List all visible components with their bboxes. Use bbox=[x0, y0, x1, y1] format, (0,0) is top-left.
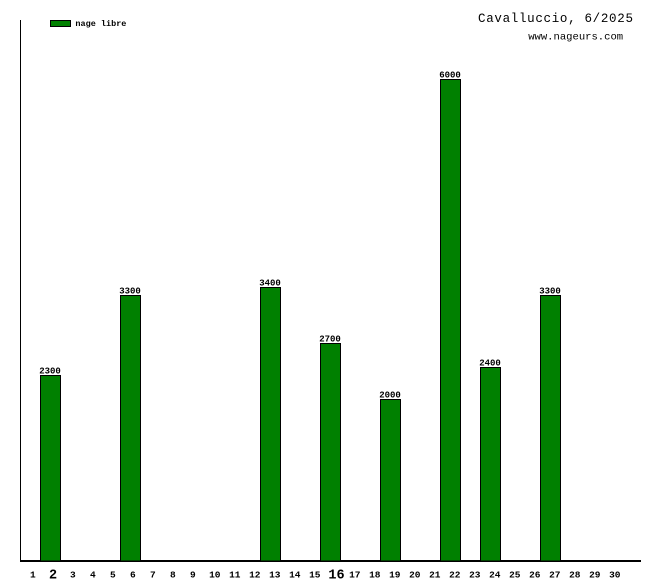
svg-text:27: 27 bbox=[549, 570, 561, 580]
svg-text:18: 18 bbox=[369, 570, 381, 580]
svg-text:2700: 2700 bbox=[319, 335, 341, 345]
svg-text:1: 1 bbox=[30, 570, 36, 580]
svg-text:20: 20 bbox=[409, 570, 421, 580]
svg-text:13: 13 bbox=[269, 570, 281, 580]
svg-text:2: 2 bbox=[49, 569, 57, 580]
svg-text:21: 21 bbox=[429, 570, 441, 580]
svg-text:www.nageurs.com: www.nageurs.com bbox=[528, 31, 623, 43]
svg-text:19: 19 bbox=[389, 570, 401, 580]
svg-text:29: 29 bbox=[589, 570, 601, 580]
svg-text:10: 10 bbox=[209, 570, 221, 580]
svg-text:7: 7 bbox=[150, 570, 156, 580]
svg-text:6000: 6000 bbox=[439, 71, 461, 81]
svg-text:11: 11 bbox=[229, 570, 241, 580]
svg-text:16: 16 bbox=[328, 569, 344, 580]
svg-text:14: 14 bbox=[289, 570, 301, 580]
svg-text:4: 4 bbox=[90, 570, 96, 580]
svg-text:6: 6 bbox=[130, 570, 136, 580]
svg-text:8: 8 bbox=[170, 570, 176, 580]
svg-text:3: 3 bbox=[70, 570, 76, 580]
svg-text:12: 12 bbox=[249, 570, 261, 580]
svg-text:9: 9 bbox=[190, 570, 196, 580]
svg-text:28: 28 bbox=[569, 570, 581, 580]
svg-text:2400: 2400 bbox=[479, 359, 501, 369]
svg-text:2000: 2000 bbox=[379, 391, 401, 401]
svg-text:22: 22 bbox=[449, 570, 461, 580]
svg-text:25: 25 bbox=[509, 570, 521, 580]
svg-text:3300: 3300 bbox=[539, 287, 561, 297]
svg-text:15: 15 bbox=[309, 570, 321, 580]
svg-text:3300: 3300 bbox=[119, 287, 141, 297]
svg-text:26: 26 bbox=[529, 570, 541, 580]
svg-text:nage libre: nage libre bbox=[75, 19, 126, 29]
svg-text:30: 30 bbox=[609, 570, 621, 580]
svg-text:3400: 3400 bbox=[259, 279, 281, 289]
svg-text:24: 24 bbox=[489, 570, 501, 580]
svg-text:5: 5 bbox=[110, 570, 116, 580]
svg-text:Cavalluccio, 6/2025: Cavalluccio, 6/2025 bbox=[478, 12, 634, 26]
svg-text:2300: 2300 bbox=[39, 367, 61, 377]
svg-text:23: 23 bbox=[469, 570, 481, 580]
svg-text:17: 17 bbox=[349, 570, 361, 580]
